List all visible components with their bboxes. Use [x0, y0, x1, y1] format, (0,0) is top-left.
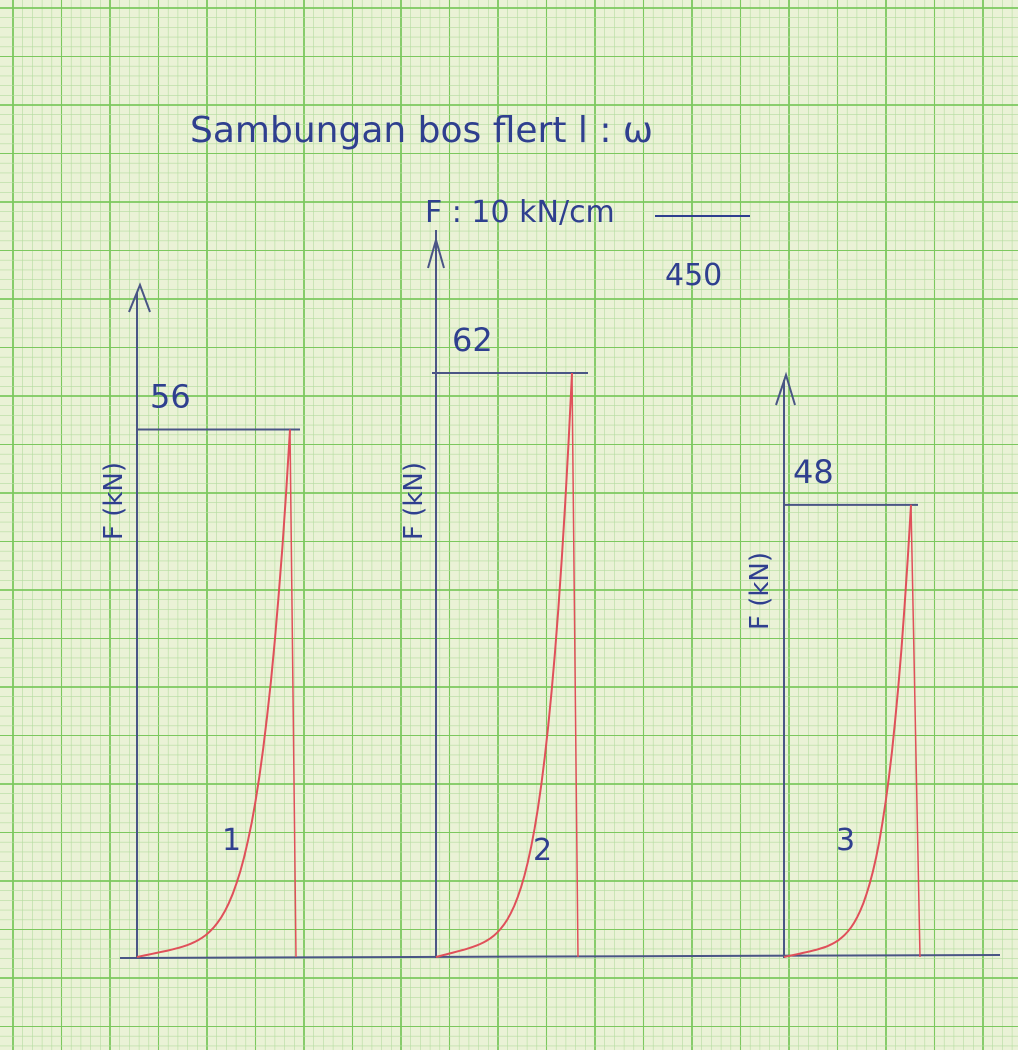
chart-3-y-label: F (kN) — [745, 552, 775, 630]
chart-2-y-axis-arrow — [427, 236, 445, 269]
chart-3-peak-label: 48 — [793, 453, 834, 491]
chart-3-y-axis-arrow — [775, 371, 796, 406]
chart-2-curve — [435, 372, 573, 958]
chart-2-series-label: 2 — [533, 833, 552, 868]
chart-2-peak-label: 62 — [452, 321, 493, 359]
chart-2-y-label: F (kN) — [399, 462, 429, 540]
chart-3: 48 F (kN) 3 — [745, 371, 921, 958]
chart-1-series-label: 1 — [222, 823, 241, 858]
chart-3-curve — [783, 504, 912, 958]
chart-2-unload-line — [571, 372, 579, 958]
sheet-title: Sambungan bos flert l : ω — [190, 110, 653, 151]
chart-1-peak-label: 56 — [150, 377, 191, 415]
chart-1-y-axis-arrow — [128, 282, 151, 313]
chart-3-unload-line — [910, 504, 921, 958]
chart-1-unload-line — [289, 429, 297, 958]
chart-1: 56 F (kN) 1 — [99, 282, 300, 958]
scale-value: 450 — [665, 258, 722, 293]
scale-note: F : 10 kN/cm — [425, 195, 615, 230]
chart-1-y-label: F (kN) — [99, 462, 129, 540]
chart-2: 62 F (kN) 2 — [399, 230, 588, 958]
x-axis-baseline — [119, 954, 1001, 959]
chart-1-curve — [136, 429, 291, 958]
chart-3-series-label: 3 — [836, 823, 855, 858]
